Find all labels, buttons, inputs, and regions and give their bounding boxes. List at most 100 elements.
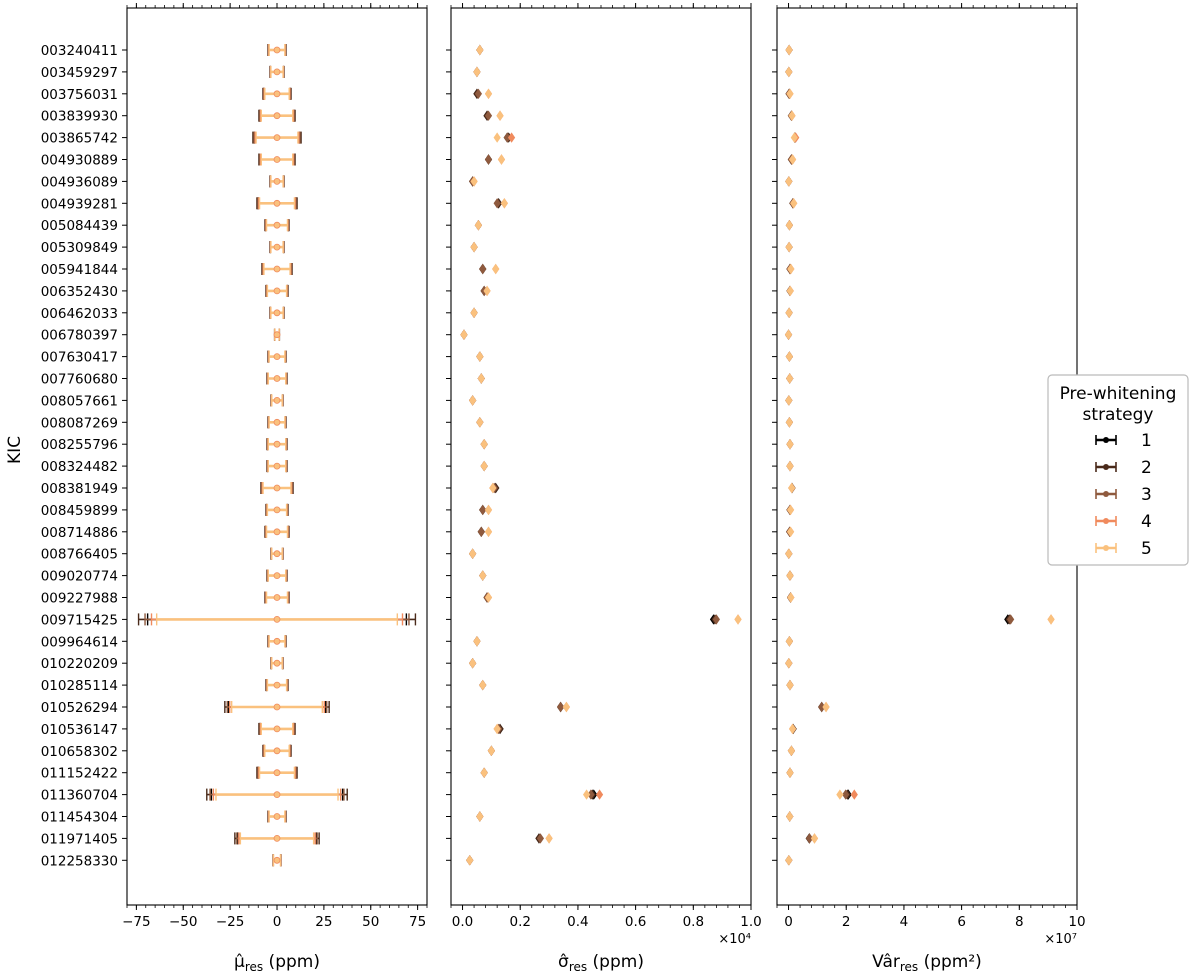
marker-strategy-5	[787, 263, 795, 275]
marker-row-007760680	[477, 373, 485, 384]
y-tick-label: 010536147	[41, 722, 118, 738]
marker-row-010658302	[487, 745, 495, 756]
y-tick-label: 012258330	[41, 853, 118, 869]
marker-row-005941844	[786, 263, 795, 275]
marker-row-011971405	[535, 833, 553, 844]
marker-strategy-3	[474, 88, 483, 99]
y-tick-label: 011152422	[41, 766, 118, 782]
errorbar-row-005084439	[264, 219, 290, 232]
y-tick-label: 011360704	[41, 788, 118, 804]
y-tick-label: 011454304	[41, 810, 118, 826]
errorbar-point	[273, 287, 281, 295]
errorbar-point	[273, 769, 281, 777]
legend-marker	[1103, 491, 1109, 497]
y-tick-label: 005309849	[41, 240, 118, 256]
errorbar-row-008057661	[270, 394, 284, 407]
marker-strategy-3	[818, 701, 826, 713]
errorbar-row-006462033	[269, 306, 285, 319]
marker-strategy-5	[484, 88, 493, 99]
y-tick-label: 008766405	[41, 547, 118, 563]
marker-strategy-5	[785, 351, 794, 362]
errorbar-row-008324482	[266, 460, 288, 473]
errorbar-point	[273, 813, 281, 820]
errorbar-row-009020774	[266, 569, 288, 582]
y-tick-label: 004936089	[41, 174, 118, 190]
x-tick-label: 0.0	[452, 914, 473, 930]
marker-row-010536147	[493, 723, 504, 735]
marker-strategy-5	[497, 154, 506, 165]
marker-strategy-5	[785, 636, 794, 647]
marker-strategy-3	[503, 132, 511, 143]
marker-strategy-3	[805, 833, 814, 844]
marker-strategy-5	[480, 439, 488, 450]
marker-row-003865742	[790, 132, 800, 143]
errorbar-point	[273, 616, 281, 623]
x-tick-label: 0.2	[509, 914, 530, 930]
y-tick-label: 003756031	[41, 87, 118, 103]
y-tick-label: 011971405	[41, 831, 118, 847]
marker-row-008459899	[786, 504, 795, 516]
legend-marker	[1103, 437, 1109, 443]
marker-row-008087269	[476, 417, 484, 428]
legend-entry-5: 5	[1095, 539, 1152, 559]
marker-row-008459899	[479, 504, 493, 516]
errorbar-row-005941844	[261, 263, 293, 275]
marker-row-003240411	[785, 44, 793, 56]
marker-strategy-5	[822, 701, 830, 713]
marker-row-011360704	[836, 789, 858, 800]
marker-strategy-5	[496, 110, 504, 121]
x-tick-label: 0	[273, 914, 282, 930]
errorbar-point	[273, 462, 281, 470]
errorbar-point	[273, 440, 281, 448]
plot-frame	[450, 7, 752, 906]
marker-strategy-5	[460, 329, 468, 340]
marker-row-003839930	[483, 110, 504, 121]
plot-frame	[776, 7, 1078, 906]
errorbar-point	[273, 484, 281, 492]
y-tick-label: 007760680	[41, 372, 118, 388]
errorbar-point	[273, 112, 281, 120]
marker-strategy-5	[785, 548, 793, 559]
y-tick-label: 006352430	[41, 284, 118, 300]
marker-strategy-5	[493, 723, 501, 735]
marker-strategy-5	[785, 44, 793, 56]
errorbar-row-004930889	[258, 153, 296, 166]
y-tick-label: 004939281	[41, 196, 118, 212]
errorbar-row-005309849	[269, 241, 285, 254]
marker-row-010526294	[557, 701, 570, 713]
errorbar-point	[273, 418, 281, 426]
x-tick-label: 10	[1068, 914, 1085, 930]
marker-strategy-5	[787, 592, 795, 603]
marker-strategy-3	[484, 154, 493, 165]
y-tick-label: 006462033	[41, 306, 118, 322]
y-tick-label: 004930889	[41, 153, 118, 169]
y-tick-label: 008255796	[41, 437, 118, 453]
marker-row-011454304	[476, 811, 484, 822]
marker-strategy-3	[1007, 614, 1015, 625]
errorbar-row-009227988	[264, 591, 290, 604]
panel-mu-residual-mean: −75 −50 −25 0 25 50 75 μ̂res (ppm) 003240411 0034…	[41, 3, 428, 974]
marker-row-012258330	[785, 855, 793, 866]
panel-sigma-residual-std: 0.0 0.2 0.4 0.6 0.8 1.0 σ̂res (ppm) ×10⁴	[446, 3, 762, 974]
marker-strategy-5	[734, 614, 742, 625]
y-tick-label: 005084439	[41, 218, 118, 234]
marker-row-006352430	[786, 285, 794, 297]
marker-row-005084439	[474, 220, 483, 231]
legend-marker	[1103, 464, 1109, 470]
errorbar-row-004939281	[256, 197, 298, 210]
errorbar-point	[273, 681, 281, 689]
legend-entry-3: 3	[1095, 485, 1152, 505]
x-tick-label: 75	[409, 914, 426, 930]
marker-row-008324482	[480, 460, 488, 472]
marker-strategy-5	[810, 833, 819, 844]
legend-marker	[1103, 518, 1109, 524]
y-tick-label: 010526294	[41, 700, 118, 716]
marker-strategy-5	[786, 679, 794, 691]
marker-strategy-3	[712, 614, 720, 625]
marker-strategy-5	[469, 548, 477, 559]
marker-strategy-3	[557, 701, 565, 713]
y-tick-label: 008057661	[41, 393, 118, 409]
marker-row-006780397	[460, 329, 468, 340]
x-axis-exponent: ×10⁷	[1044, 932, 1077, 947]
